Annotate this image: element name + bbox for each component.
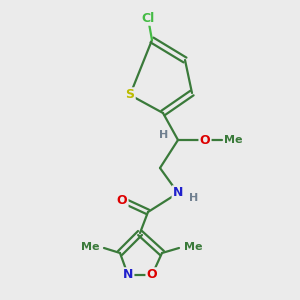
- Text: H: H: [159, 130, 169, 140]
- Text: Me: Me: [224, 135, 242, 145]
- Text: Cl: Cl: [141, 11, 154, 25]
- Text: O: O: [147, 268, 157, 281]
- Text: N: N: [123, 268, 133, 281]
- Text: Me: Me: [184, 242, 203, 252]
- Text: Me: Me: [80, 242, 99, 252]
- Text: S: S: [125, 88, 134, 101]
- Text: O: O: [200, 134, 210, 146]
- Text: O: O: [117, 194, 127, 206]
- Text: H: H: [189, 193, 199, 203]
- Text: N: N: [173, 187, 183, 200]
